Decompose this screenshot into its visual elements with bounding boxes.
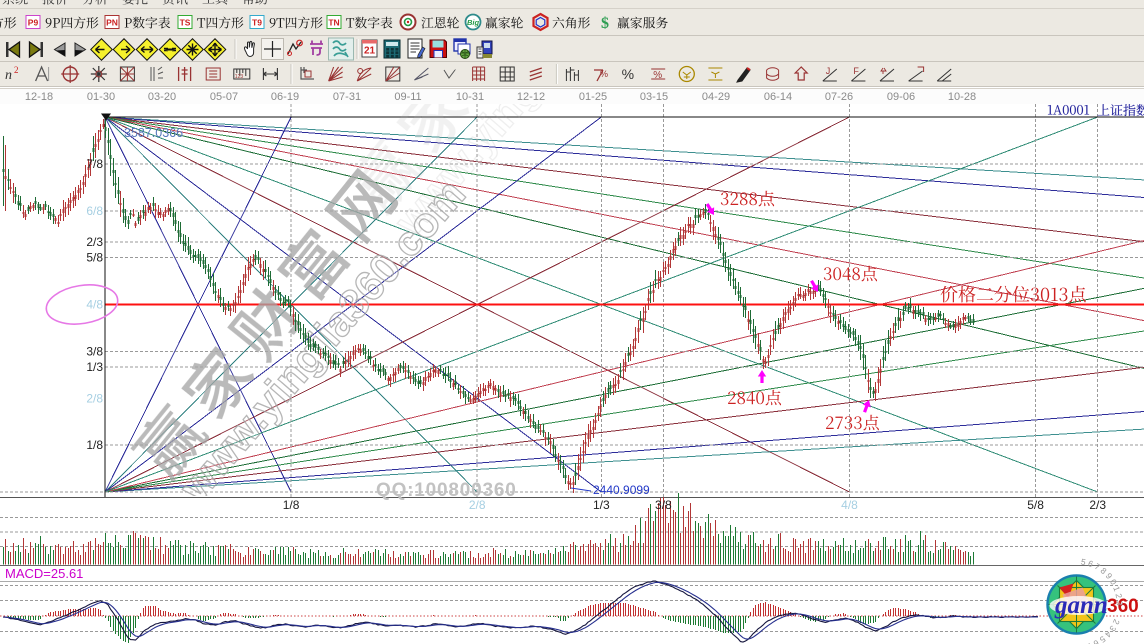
svg-text:3/8: 3/8 — [655, 498, 672, 512]
svg-text:n: n — [5, 68, 12, 83]
svg-text:QQ:100800360: QQ:100800360 — [376, 480, 517, 501]
svg-text:4/8: 4/8 — [86, 298, 103, 312]
svg-text:Big: Big — [467, 18, 480, 27]
svg-text:%: % — [622, 66, 634, 82]
svg-text:1/8: 1/8 — [283, 498, 300, 512]
svg-text:PN: PN — [106, 18, 118, 28]
svg-text:%: % — [653, 70, 662, 81]
svg-text:2: 2 — [14, 65, 19, 75]
svg-text:5/8: 5/8 — [1027, 498, 1044, 512]
svg-text:3587.0366: 3587.0366 — [124, 126, 183, 140]
svg-text:7/8: 7/8 — [86, 157, 103, 171]
svg-text:4/8: 4/8 — [841, 498, 858, 512]
svg-text:gann: gann — [1054, 592, 1108, 619]
svg-text:$: $ — [601, 15, 609, 32]
svg-text:5/8: 5/8 — [86, 251, 103, 265]
svg-text:3/8: 3/8 — [86, 344, 103, 358]
svg-text:2440.9099: 2440.9099 — [593, 483, 650, 497]
svg-text:2/3: 2/3 — [1089, 498, 1106, 512]
svg-text:J: J — [826, 66, 831, 76]
svg-text:1/8: 1/8 — [86, 438, 103, 452]
svg-text:360: 360 — [1107, 596, 1139, 617]
svg-text:1/3: 1/3 — [86, 360, 103, 374]
svg-text:2/8: 2/8 — [86, 391, 103, 405]
svg-text:2/3: 2/3 — [86, 235, 103, 249]
svg-text:%: % — [600, 69, 608, 79]
svg-text:F: F — [853, 66, 859, 76]
svg-text:21: 21 — [364, 46, 376, 57]
svg-text:TS: TS — [180, 18, 191, 28]
svg-text:6/8: 6/8 — [86, 204, 103, 218]
svg-text:TN: TN — [328, 18, 339, 28]
svg-text:T9: T9 — [252, 18, 262, 28]
svg-text:1/3: 1/3 — [593, 498, 610, 512]
svg-text:P9: P9 — [28, 18, 39, 28]
svg-text:123: 123 — [235, 74, 244, 80]
svg-text:MACD=25.61: MACD=25.61 — [5, 566, 83, 581]
svg-text:2/8: 2/8 — [469, 498, 486, 512]
